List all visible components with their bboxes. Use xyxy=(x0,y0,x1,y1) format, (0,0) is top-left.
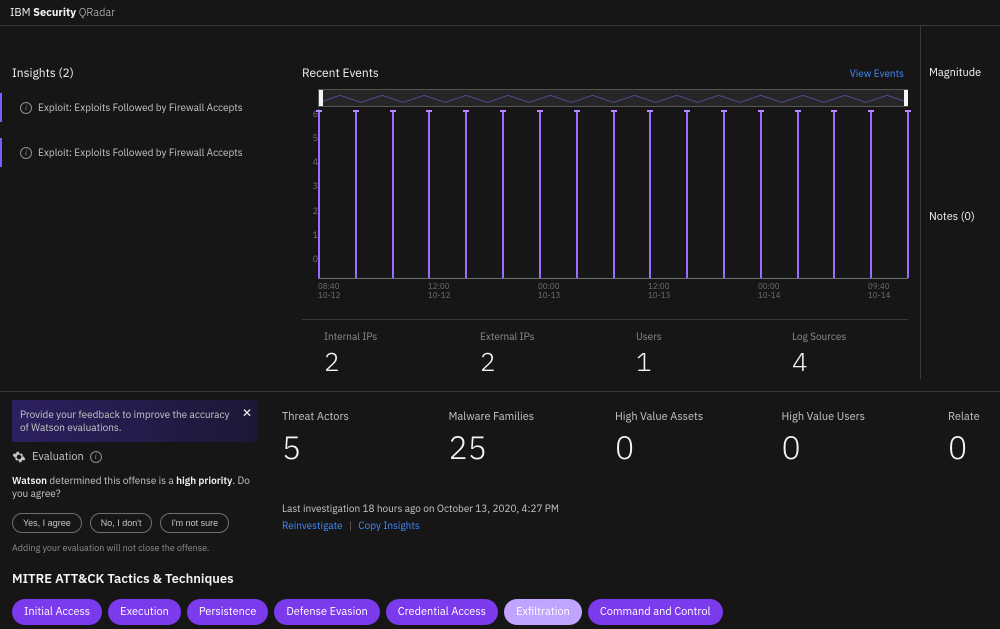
insights-panel: Insights (2) i Exploit: Exploits Followed… xyxy=(0,26,290,379)
chart-bar xyxy=(465,112,467,278)
separator: | xyxy=(349,519,352,532)
metric: Threat Actors 5 xyxy=(282,410,437,468)
chart-bar xyxy=(318,112,320,278)
chart-bar xyxy=(907,112,909,278)
view-events-link[interactable]: View Events xyxy=(850,67,904,80)
metric-value: 0 xyxy=(782,426,937,468)
tactic-pill[interactable]: Command and Control xyxy=(588,599,723,625)
chart-bar xyxy=(686,112,688,278)
brand: IBM Security QRadar xyxy=(10,6,115,20)
stat: Internal IPs 2 xyxy=(324,330,440,379)
tactic-pill[interactable]: Defense Evasion xyxy=(274,599,379,625)
metric-value: 25 xyxy=(449,426,604,468)
info-icon: i xyxy=(20,102,32,114)
events-chart: 6543210 xyxy=(302,109,908,279)
metric-label: Relate xyxy=(948,410,988,424)
chart-bar xyxy=(428,112,430,278)
x-tick: 12:0010-12 xyxy=(428,283,468,301)
chart-bar xyxy=(576,112,578,278)
metrics-panel: Threat Actors 5 Malware Families 25 High Val… xyxy=(270,392,1000,562)
x-tick: 09:4010-14 xyxy=(868,283,908,301)
brand-ibm: IBM xyxy=(10,6,31,20)
stat-label: Users xyxy=(636,330,752,343)
notes-title: Notes (0) xyxy=(929,210,996,224)
feedback-yes-button[interactable]: Yes, I agree xyxy=(12,513,82,533)
stat-label: Log Sources xyxy=(792,330,908,343)
mitre-section: MITRE ATT&CK Tactics & Techniques Initia… xyxy=(0,562,1000,629)
feedback-unsure-button[interactable]: I'm not sure xyxy=(160,513,229,533)
metric: High Value Assets 0 xyxy=(615,410,770,468)
insight-label: Exploit: Exploits Followed by Firewall A… xyxy=(38,146,243,159)
metric: High Value Users 0 xyxy=(782,410,937,468)
info-icon: i xyxy=(20,147,32,159)
watson-evaluation-text: Watson determined this offense is a high… xyxy=(12,474,258,501)
feedback-panel: Provide your feedback to improve the acc… xyxy=(0,392,270,562)
stat-value: 4 xyxy=(792,345,908,379)
metric-label: Malware Families xyxy=(449,410,604,424)
insight-item[interactable]: i Exploit: Exploits Followed by Firewall … xyxy=(0,138,290,167)
chart-bar xyxy=(723,112,725,278)
chart-bar xyxy=(760,112,762,278)
x-tick: 00:0010-14 xyxy=(758,283,798,301)
brush-selector[interactable] xyxy=(318,89,908,107)
chart-bar xyxy=(649,112,651,278)
events-panel: Recent Events View Events 6543210 08:401… xyxy=(290,26,920,379)
close-icon[interactable]: ✕ xyxy=(242,406,252,422)
copy-insights-link[interactable]: Copy Insights xyxy=(358,519,419,532)
metric-label: Threat Actors xyxy=(282,410,437,424)
brush-handle-right[interactable] xyxy=(904,90,908,106)
reinvestigate-link[interactable]: Reinvestigate xyxy=(282,519,343,532)
stat-label: External IPs xyxy=(480,330,596,343)
chart-bar xyxy=(833,112,835,278)
chart-bar xyxy=(392,112,394,278)
feedback-banner-text: Provide your feedback to improve the acc… xyxy=(20,408,230,434)
gear-icon xyxy=(12,450,26,464)
stat: External IPs 2 xyxy=(480,330,596,379)
side-panel: Magnitude Notes (0) xyxy=(920,26,1000,379)
metric-label: High Value Assets xyxy=(615,410,770,424)
x-tick: 12:0010-13 xyxy=(648,283,688,301)
chart-bar xyxy=(539,112,541,278)
stat: Log Sources 4 xyxy=(792,330,908,379)
x-tick: 00:0010-13 xyxy=(538,283,578,301)
insight-label: Exploit: Exploits Followed by Firewall A… xyxy=(38,101,243,114)
metric-label: High Value Users xyxy=(782,410,937,424)
chart-bar xyxy=(502,112,504,278)
metric: Malware Families 25 xyxy=(449,410,604,468)
stat-label: Internal IPs xyxy=(324,330,440,343)
feedback-banner: Provide your feedback to improve the acc… xyxy=(12,400,258,442)
metric: Relate 0 xyxy=(948,410,988,468)
brand-security: Security xyxy=(33,6,76,20)
feedback-note: Adding your evaluation will not close th… xyxy=(12,543,258,554)
brush-handle-left[interactable] xyxy=(319,90,323,106)
chart-bar xyxy=(613,112,615,278)
tactic-pill[interactable]: Credential Access xyxy=(386,599,498,625)
mitre-title: MITRE ATT&CK Tactics & Techniques xyxy=(12,570,988,587)
x-tick: 08:4010-12 xyxy=(318,283,358,301)
stat-value: 2 xyxy=(480,345,596,379)
chart-bar xyxy=(870,112,872,278)
tactic-pill[interactable]: Exfiltration xyxy=(504,599,582,625)
events-title: Recent Events xyxy=(302,66,379,81)
app-header: IBM Security QRadar xyxy=(0,0,1000,26)
chart-bar xyxy=(797,112,799,278)
metric-value: 0 xyxy=(948,426,988,468)
evaluation-label: Evaluation xyxy=(32,450,84,464)
info-icon[interactable]: i xyxy=(90,451,102,463)
tactic-pill[interactable]: Initial Access xyxy=(12,599,102,625)
brand-qradar: QRadar xyxy=(79,6,115,20)
tactic-pill[interactable]: Persistence xyxy=(187,599,269,625)
feedback-no-button[interactable]: No, I don't xyxy=(90,513,153,533)
stat-value: 2 xyxy=(324,345,440,379)
stat: Users 1 xyxy=(636,330,752,379)
chart-bar xyxy=(355,112,357,278)
insights-title: Insights (2) xyxy=(0,66,290,93)
insight-item[interactable]: i Exploit: Exploits Followed by Firewall … xyxy=(0,93,290,122)
magnitude-title: Magnitude xyxy=(929,66,996,80)
last-investigation: Last investigation 18 hours ago on Octob… xyxy=(282,502,988,515)
metric-value: 5 xyxy=(282,426,437,468)
metric-value: 0 xyxy=(615,426,770,468)
stat-value: 1 xyxy=(636,345,752,379)
tactic-pill[interactable]: Execution xyxy=(108,599,181,625)
